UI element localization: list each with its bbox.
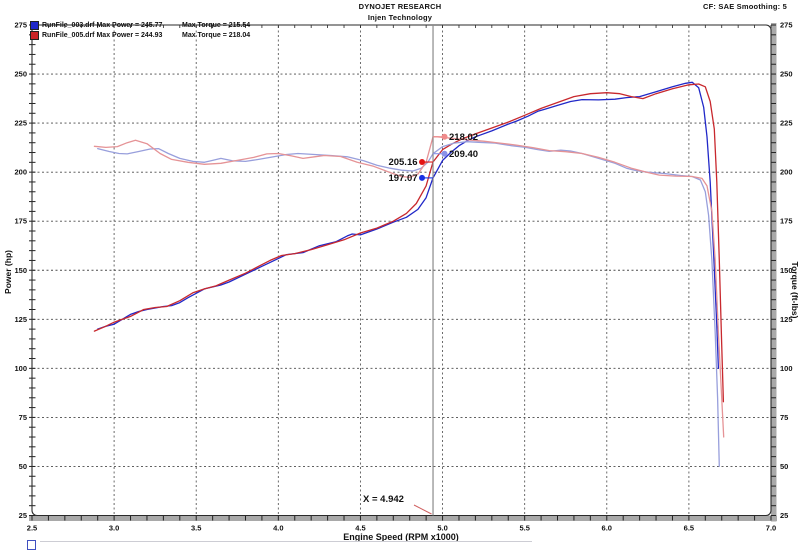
x-tick-label: 4.5 xyxy=(355,524,365,533)
plot-area[interactable] xyxy=(32,25,771,516)
y-right-tick-label: 125 xyxy=(780,315,793,324)
y-right-tick-label: 25 xyxy=(780,511,788,520)
run005-file-power-label: RunFile_005.drf Max Power = 244.93 xyxy=(42,32,163,39)
y-right-tick-label: 225 xyxy=(780,119,793,128)
legend-row-run003[interactable]: RunFile_003.drf Max Power = 245.77 Max T… xyxy=(30,21,250,30)
y-right-tick-label: 275 xyxy=(780,21,793,30)
x-tick-label: 6.0 xyxy=(602,524,612,533)
x-axis-title: Engine Speed (RPM x1000) xyxy=(343,532,459,542)
cursor-label-pointer xyxy=(413,504,432,515)
y-right-tick-label: 175 xyxy=(780,217,793,226)
readout-value-label: 205.16 xyxy=(388,157,417,168)
partial-legend-swatch xyxy=(27,540,36,550)
readout-dot xyxy=(441,133,448,140)
y-left-tick-label: 250 xyxy=(14,70,27,79)
gridlines xyxy=(33,26,770,515)
run005-color-swatch xyxy=(30,31,39,40)
correction-smoothing-label: CF: SAE Smoothing: 5 xyxy=(703,2,787,11)
y-left-axis-title: Power (hp) xyxy=(3,250,13,294)
y-right-tick-label: 150 xyxy=(780,266,793,275)
x-tick-label: 3.0 xyxy=(109,524,119,533)
x-tick-label: 4.0 xyxy=(273,524,283,533)
y-left-tick-label: 225 xyxy=(14,119,27,128)
x-tick-label: 3.5 xyxy=(191,524,201,533)
y-left-tick-label: 75 xyxy=(19,413,27,422)
run003-file-power-label: RunFile_003.drf Max Power = 245.77 xyxy=(42,22,163,29)
y-right-tick-label: 100 xyxy=(780,364,793,373)
y-left-tick-label: 275 xyxy=(14,21,27,30)
cursor-readout-205.16: 205.16 xyxy=(388,157,434,168)
y-right-tick-label: 200 xyxy=(780,168,793,177)
y-left-tick-label: 50 xyxy=(19,462,27,471)
readout-dot xyxy=(419,159,426,166)
x-tick-label: 5.0 xyxy=(437,524,447,533)
right-axis-bar xyxy=(771,23,777,522)
curve-runfile-005-drf-power xyxy=(93,83,725,403)
y-right-tick-label: 50 xyxy=(780,462,788,471)
cursor-x-value: X = 4.942 xyxy=(363,494,404,505)
readout-dot xyxy=(441,150,448,157)
y-left-tick-label: 25 xyxy=(19,511,27,520)
y-right-axis-title: Torque (ft-lbs) xyxy=(790,262,800,319)
y-left-tick-label: 200 xyxy=(14,168,27,177)
y-left-tick-label: 100 xyxy=(14,364,27,373)
cursor-readout-197.07: 197.07 xyxy=(388,173,434,184)
run003-torque-label: Max Torque = 215.54 xyxy=(182,22,251,29)
x-tick-label: 2.5 xyxy=(27,524,37,533)
partial-legend-divider xyxy=(40,541,532,542)
readout-value-label: 197.07 xyxy=(388,173,417,184)
readout-dot xyxy=(419,174,426,181)
y-left-tick-label: 150 xyxy=(14,266,27,275)
y-right-tick-label: 250 xyxy=(780,70,793,79)
run005-torque-label: Max Torque = 218.04 xyxy=(182,32,251,39)
plot-border xyxy=(31,24,772,517)
y-left-tick-label: 175 xyxy=(14,217,27,226)
legend-row-run005[interactable]: RunFile_005.drf Max Power = 244.93 Max T… xyxy=(30,31,250,40)
x-tick-label: 5.5 xyxy=(519,524,529,533)
y-right-tick-label: 75 xyxy=(780,413,788,422)
readout-value-label: 209.40 xyxy=(449,149,478,160)
curve-runfile-005-drf-torque xyxy=(93,136,725,438)
bottom-axis-bar xyxy=(29,515,777,521)
run-legend: RunFile_003.drf Max Power = 245.77 Max T… xyxy=(30,21,250,41)
shop-name: Injen Technology xyxy=(367,13,433,22)
run003-color-swatch xyxy=(30,21,39,30)
x-tick-label: 6.5 xyxy=(684,524,694,533)
x-tick-label: 7.0 xyxy=(766,524,776,533)
tick-labels: 275 275 250 250 225 225 200 200 175 175 150 150 125 1… xyxy=(14,21,792,533)
y-left-tick-label: 125 xyxy=(14,315,27,324)
app-brand: DYNOJET RESEARCH xyxy=(358,2,442,11)
cursor-readout-209.40: 209.40 xyxy=(433,149,478,160)
cursor-readout-218.02: 218.02 xyxy=(433,132,478,143)
readout-value-label: 218.02 xyxy=(449,132,478,143)
